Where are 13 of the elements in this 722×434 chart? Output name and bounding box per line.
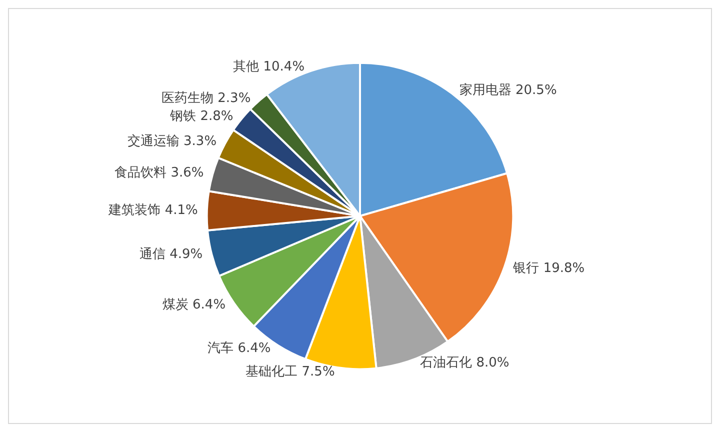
slice-label: 通信 4.9% xyxy=(139,247,203,262)
slice-label: 汽车 6.4% xyxy=(208,341,271,356)
slice-label: 交通运输 3.3% xyxy=(127,133,217,150)
slice-label: 钢铁 2.8% xyxy=(169,109,234,124)
slice-label: 石油石化 8.0% xyxy=(420,356,510,371)
slice-label: 建筑装饰 4.1% xyxy=(108,203,198,218)
slice-label: 其他 10.4% xyxy=(233,60,305,75)
slice-label: 医药生物 2.3% xyxy=(162,90,251,106)
slice-label: 银行 19.8% xyxy=(512,260,585,276)
slice-label: 煤炭 6.4% xyxy=(162,298,226,313)
slice-label: 家用电器 20.5% xyxy=(459,82,557,98)
slice-label: 食品饮料 3.6% xyxy=(114,166,204,181)
slice-label: 基础化工 7.5% xyxy=(246,364,335,380)
